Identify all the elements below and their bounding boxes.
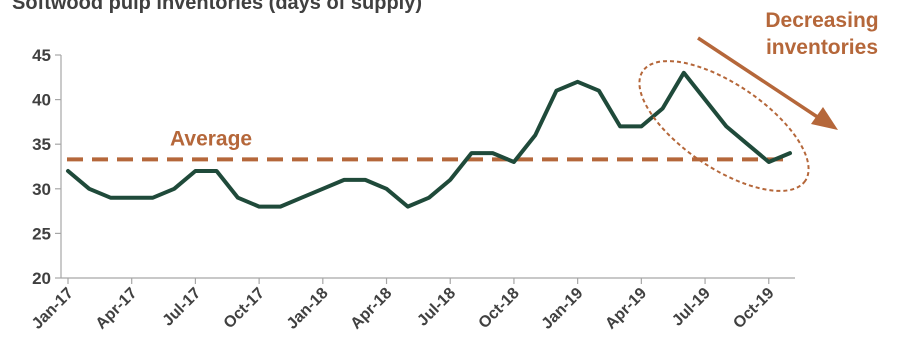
annotation-ellipse <box>638 60 810 192</box>
annotation-text: inventories <box>766 36 878 59</box>
x-tick-label: Oct-19 <box>730 285 777 332</box>
x-tick-label: Apr-19 <box>602 285 650 333</box>
annotation-arrow-head <box>811 107 838 130</box>
y-axis: 20 25 30 35 40 45 <box>32 46 62 288</box>
y-tick-label: 25 <box>32 224 51 243</box>
x-tick-label: Jan-18 <box>284 285 332 333</box>
x-tick-label: Jan-17 <box>29 285 77 333</box>
annotation-arrow-shaft <box>697 36 823 122</box>
x-tick-label: Apr-17 <box>93 285 141 333</box>
average-label: Average <box>170 127 252 150</box>
x-tick-label: Oct-17 <box>221 285 268 332</box>
y-tick-label: 45 <box>32 46 51 65</box>
y-tick-label: 30 <box>32 180 51 199</box>
x-tick-label: Jul-19 <box>669 285 714 330</box>
x-tick-label: Oct-18 <box>476 285 523 332</box>
annotation-group: Decreasing inventories <box>638 9 879 192</box>
annotation-text: Decreasing <box>765 9 878 32</box>
x-tick-label: Jul-17 <box>160 285 205 330</box>
y-tick-label: 35 <box>32 135 51 154</box>
chart-title: Softwood pulp inventories (days of suppl… <box>12 0 422 14</box>
series-group <box>66 70 792 209</box>
x-tick-label: Jan-19 <box>539 285 587 333</box>
y-tick-label: 40 <box>32 91 51 110</box>
x-tick-label: Jul-18 <box>414 285 459 330</box>
x-tick-label: Apr-18 <box>347 285 395 333</box>
x-axis: Jan-17 Apr-17 Jul-17 Oct-17 Jan-18 Apr-18 Jul-… <box>29 277 795 333</box>
average-group: Average <box>67 127 787 162</box>
y-tick-label: 20 <box>32 269 51 288</box>
